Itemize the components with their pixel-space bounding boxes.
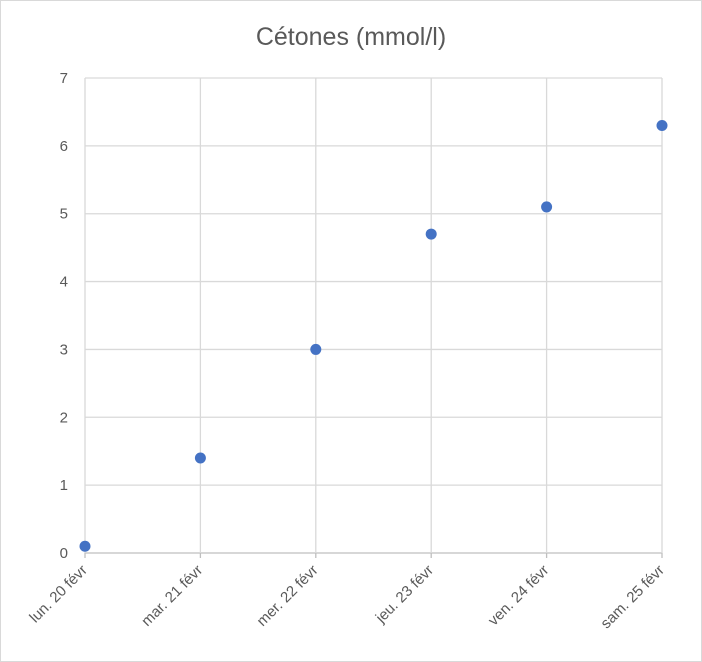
x-axis-tick-labels: lun. 20 févr mar. 21 févr mer. 22 févr jeu.… (26, 562, 668, 632)
data-point (194, 452, 206, 464)
x-tick-label: lun. 20 févr (26, 562, 91, 627)
gridlines (84, 77, 663, 558)
y-tick-label: 3 (60, 341, 68, 358)
y-tick-label: 4 (60, 274, 68, 291)
chart-title: Cétones (mmol/l) (256, 23, 446, 51)
y-tick-label: 7 (60, 70, 68, 87)
x-tick-label: ven. 24 févr (485, 562, 552, 629)
data-point (656, 120, 668, 131)
y-tick-label: 1 (60, 477, 68, 494)
data-point (425, 228, 437, 240)
y-tick-label: 0 (60, 545, 68, 562)
data-point (79, 540, 91, 552)
y-tick-label: 6 (60, 138, 68, 155)
x-tick-label: mar. 21 févr (138, 562, 206, 630)
x-tick-label: mer. 22 févr (254, 562, 322, 630)
data-point (310, 343, 322, 355)
y-axis-tick-labels: 0 1 2 3 4 5 6 7 (60, 70, 68, 562)
y-tick-label: 5 (60, 206, 68, 223)
x-tick-label: jeu. 23 févr (372, 562, 437, 627)
data-point (541, 201, 553, 213)
y-tick-label: 2 (60, 409, 68, 426)
x-tick-label: sam. 25 févr (597, 562, 667, 632)
data-points (79, 120, 668, 552)
